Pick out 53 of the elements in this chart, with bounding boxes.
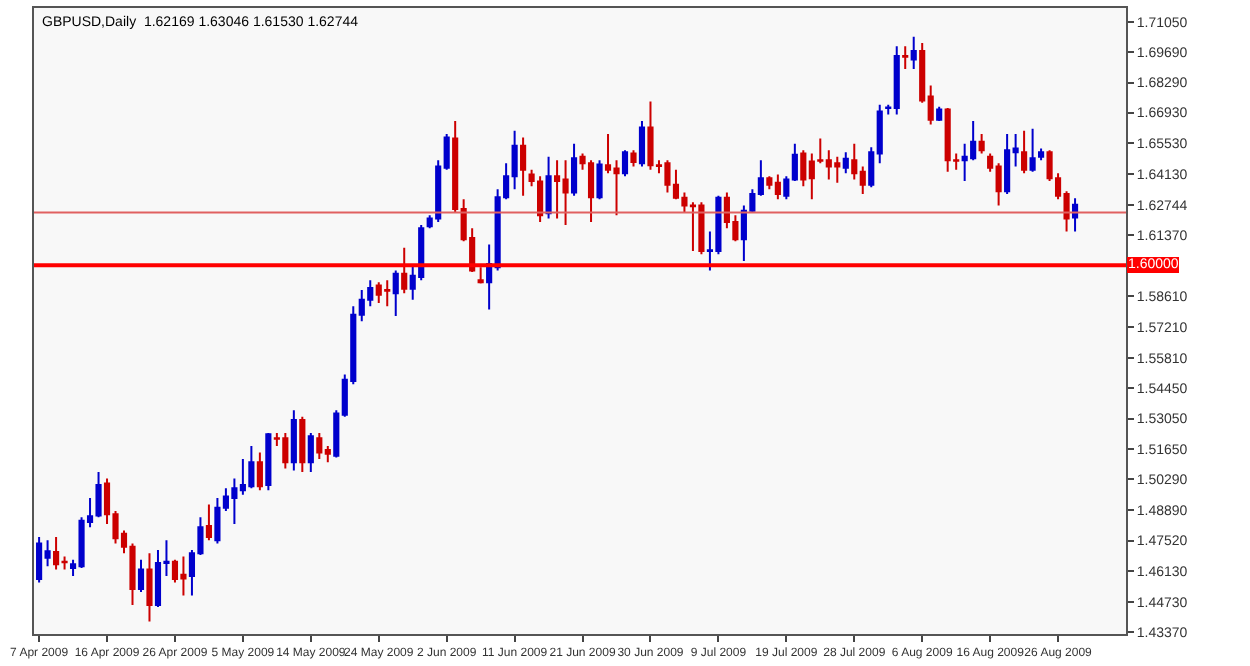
candlestick — [902, 45, 909, 71]
candlestick — [545, 155, 552, 220]
candlestick — [214, 496, 221, 545]
candlestick — [520, 136, 527, 197]
candlestick — [137, 558, 145, 594]
candlestick — [146, 552, 153, 623]
candlestick — [562, 159, 569, 226]
candlestick — [689, 201, 697, 252]
candlestick — [893, 45, 900, 116]
candlestick — [307, 431, 314, 473]
candlestick — [1004, 133, 1011, 195]
candlestick — [978, 133, 985, 155]
candlestick — [1071, 197, 1079, 233]
candlestick — [842, 151, 849, 175]
candlestick — [316, 431, 323, 460]
candlestick — [537, 175, 544, 223]
candlestick — [375, 281, 382, 305]
candlestick — [630, 149, 637, 168]
candlestick — [384, 279, 391, 308]
candlestick — [766, 175, 773, 191]
candlestick — [53, 535, 60, 571]
candlestick — [282, 431, 289, 470]
candlestick — [638, 120, 646, 168]
candlestick — [477, 266, 484, 285]
candlestick — [698, 201, 705, 256]
candlestick — [392, 269, 399, 318]
candlestick — [596, 159, 603, 201]
candlestick — [205, 503, 212, 542]
candlestick — [401, 246, 408, 295]
candlestick — [621, 149, 629, 178]
candlestick — [774, 173, 781, 201]
candlestick — [180, 555, 187, 597]
candlestick — [554, 159, 561, 220]
candlestick — [265, 431, 272, 492]
candlestick — [36, 535, 43, 584]
candlestick — [1021, 129, 1028, 175]
candlestick — [570, 142, 578, 197]
candlestick — [248, 444, 255, 490]
candlestick — [95, 470, 102, 519]
candlestick — [290, 409, 297, 472]
candlestick — [256, 451, 263, 492]
candlestick — [995, 162, 1002, 207]
candlestick — [647, 100, 654, 171]
candlestick — [944, 107, 951, 173]
candlestick — [511, 129, 518, 191]
candlestick — [834, 155, 841, 184]
candlestick — [587, 159, 595, 223]
candlestick — [1029, 127, 1036, 173]
candlestick — [664, 159, 671, 194]
candlestick — [936, 105, 943, 123]
candlestick — [910, 35, 917, 71]
candlestick — [299, 415, 306, 473]
candlestick — [154, 548, 162, 609]
